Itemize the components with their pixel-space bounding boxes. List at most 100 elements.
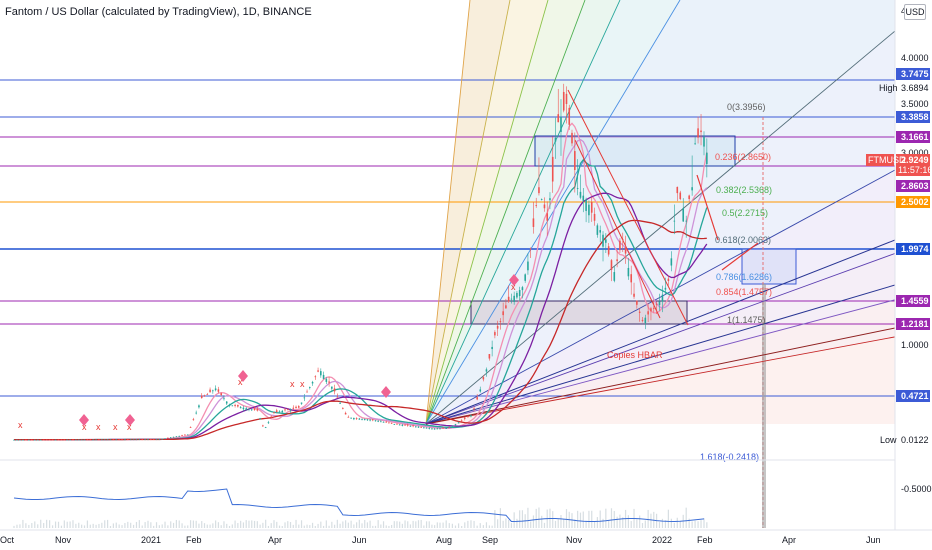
candle-body xyxy=(358,418,361,420)
price-label-box xyxy=(896,390,930,402)
price-tick-label: 3.5000 xyxy=(901,99,929,109)
volume-bar xyxy=(81,524,83,528)
volume-bar xyxy=(217,522,220,528)
candle-body xyxy=(641,319,644,321)
candle-body xyxy=(694,143,696,145)
time-tick-label: Apr xyxy=(782,535,796,545)
price-tick-label: 1.0000 xyxy=(901,340,929,350)
volume-bar xyxy=(602,518,604,528)
candle-body xyxy=(673,220,676,222)
time-tick-label: Nov xyxy=(55,535,72,545)
symbol-tag-box xyxy=(866,154,894,166)
candle-body xyxy=(579,191,582,198)
time-tick-label: Aug xyxy=(436,535,452,545)
candle-body xyxy=(571,132,573,144)
signal-cross: x xyxy=(96,422,101,432)
candle-body xyxy=(574,151,576,171)
candle-body xyxy=(691,187,693,191)
candle-body xyxy=(602,234,604,247)
volume-bar xyxy=(144,522,146,528)
volume-bar xyxy=(482,525,484,528)
candle-body xyxy=(479,389,482,392)
candle-body xyxy=(200,395,203,399)
volume-bar xyxy=(658,522,661,528)
candle-body xyxy=(259,418,261,420)
volume-bar xyxy=(192,520,194,528)
volume-bar xyxy=(557,519,559,528)
candle-body xyxy=(220,393,222,396)
target-zone xyxy=(741,248,797,285)
candle-body xyxy=(129,439,132,441)
volume-bar xyxy=(691,521,693,528)
volume-bar xyxy=(203,523,206,528)
candle-body xyxy=(363,419,366,421)
candle-body xyxy=(300,402,303,404)
fan-line xyxy=(425,0,586,425)
candle-body xyxy=(655,303,658,305)
currency-button[interactable]: USD xyxy=(904,4,926,20)
candle-body xyxy=(390,422,393,424)
volume-bar xyxy=(380,524,382,528)
volume-bar xyxy=(295,519,297,528)
volume-bar xyxy=(267,525,270,528)
candle-body xyxy=(328,381,330,383)
price-axis-background xyxy=(895,0,932,530)
volume-bar xyxy=(382,521,385,528)
candle-body xyxy=(551,156,554,182)
candle-body xyxy=(404,424,406,426)
candle-body xyxy=(250,409,253,411)
candle-body xyxy=(460,420,463,422)
candle-body xyxy=(262,425,264,427)
volume-bar xyxy=(63,520,65,528)
volume-bar xyxy=(212,523,214,528)
volume-bar xyxy=(552,511,554,528)
volume-bar xyxy=(104,520,106,528)
candle-body xyxy=(420,426,422,428)
time-axis[interactable]: Oct Nov 2021 Feb Apr Jun Aug Sep Nov 2022 Feb Apr Ju… xyxy=(0,529,932,550)
candle-body xyxy=(607,246,610,255)
candle-body xyxy=(412,425,414,427)
candle-body xyxy=(286,409,289,411)
candle-body xyxy=(661,294,664,302)
volume-bar xyxy=(115,522,117,528)
candle-body xyxy=(292,407,295,409)
candle-body xyxy=(560,117,562,132)
volume-bar xyxy=(457,523,460,528)
volume-bar xyxy=(636,519,638,528)
time-tick-label: 2021 xyxy=(141,535,161,545)
price-label-text: 0.4721 xyxy=(901,391,929,401)
candle-body xyxy=(175,436,178,438)
volume-bar xyxy=(320,521,322,528)
volume-bar xyxy=(428,521,430,528)
candle-body xyxy=(467,416,469,418)
volume-bar xyxy=(281,526,283,528)
volume-bar xyxy=(488,525,490,528)
volume-bar xyxy=(339,523,341,528)
volume-bar xyxy=(25,523,27,528)
volume-bar xyxy=(322,525,325,528)
candle-body xyxy=(647,311,649,315)
candle-body xyxy=(132,439,135,441)
countdown-text: 11:57:16 xyxy=(898,165,932,175)
volume-bar xyxy=(231,524,233,528)
price-axis[interactable]: 4.4.00003.68943.50003.00001.00000.0122-0… xyxy=(866,0,932,530)
candle-body xyxy=(192,419,195,421)
candle-body xyxy=(228,404,231,406)
candle-body xyxy=(115,439,118,441)
fan-line xyxy=(425,0,681,425)
candle-body xyxy=(396,423,398,425)
candle-body xyxy=(630,274,633,283)
volume-bar xyxy=(641,523,644,528)
volume-bar xyxy=(127,521,129,528)
candle-body xyxy=(476,397,478,400)
candle-body xyxy=(470,415,472,417)
price-label-text: 2.9249 xyxy=(901,155,929,165)
volume-bar xyxy=(342,521,344,528)
candle-body xyxy=(198,405,200,408)
volume-bar xyxy=(585,521,587,528)
fan-line xyxy=(425,329,932,425)
volume-bar xyxy=(571,513,573,528)
candle-body xyxy=(425,427,428,429)
fan-lines xyxy=(425,0,932,425)
